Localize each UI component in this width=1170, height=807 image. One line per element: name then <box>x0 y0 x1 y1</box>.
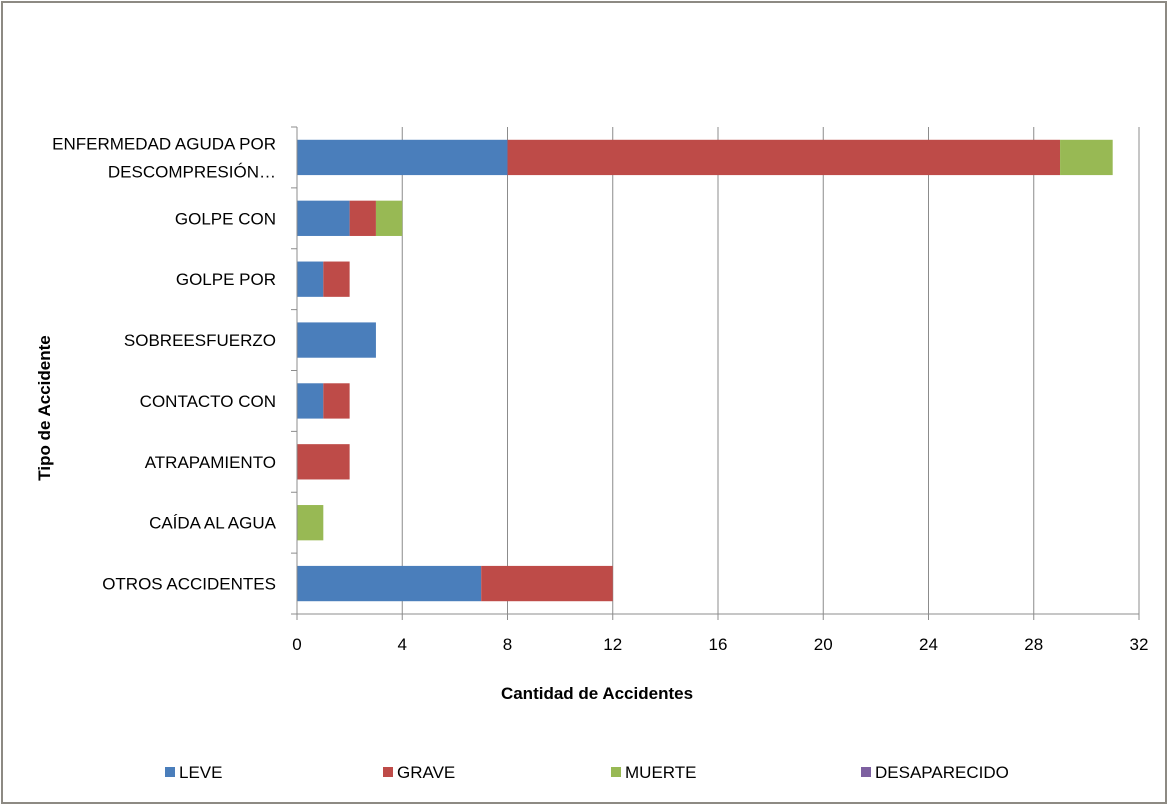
category-label: GOLPE CON <box>175 209 276 228</box>
bar-segment-grave <box>481 565 613 602</box>
bar-segment-leve <box>297 383 324 419</box>
legend-label-muerte: MUERTE <box>625 763 696 782</box>
bar-segment-grave <box>323 383 350 419</box>
category-label: SOBREESFUERZO <box>124 331 276 350</box>
bar-segment-muerte <box>297 505 324 541</box>
bar-segment-leve <box>297 200 350 236</box>
category-labels: ENFERMEDAD AGUDA POR DESCOMPRESIÓN… GOLPE … <box>52 134 277 593</box>
bar-segment-grave <box>323 261 350 297</box>
x-tick-label: 24 <box>919 635 938 654</box>
x-tick-label: 0 <box>292 635 301 654</box>
bar-segment-muerte <box>375 200 403 236</box>
category-label: GOLPE POR <box>176 270 276 289</box>
bar-segment-grave <box>507 139 1061 176</box>
category-label: DESCOMPRESIÓN… <box>108 162 276 181</box>
x-tick-label: 4 <box>398 635 407 654</box>
bar-segment-leve <box>297 565 482 602</box>
x-tick-label: 16 <box>709 635 728 654</box>
category-label: ATRAPAMIENTO <box>145 453 276 472</box>
bar-segment-grave <box>349 200 376 236</box>
x-tick-label: 28 <box>1024 635 1043 654</box>
axes <box>291 126 1140 620</box>
x-tick-label: 12 <box>603 635 622 654</box>
bars <box>297 139 1113 602</box>
gridlines <box>401 127 1140 614</box>
legend-label-desaparecido: DESAPARECIDO <box>875 763 1009 782</box>
bar-segment-grave <box>297 444 350 480</box>
legend-swatch-muerte <box>611 767 621 777</box>
legend-swatch-desaparecido <box>861 767 871 777</box>
legend: LEVE GRAVE MUERTE DESAPARECIDO <box>165 763 1009 782</box>
category-label: CAÍDA AL AGUA <box>149 514 277 533</box>
x-tick-label: 8 <box>503 635 512 654</box>
legend-swatch-grave <box>383 767 393 777</box>
category-label: OTROS ACCIDENTES <box>102 575 276 594</box>
legend-label-leve: LEVE <box>179 763 222 782</box>
bar-segment-leve <box>297 139 508 176</box>
x-axis-title: Cantidad de Accidentes <box>501 684 693 703</box>
legend-label-grave: GRAVE <box>397 763 455 782</box>
bar-segment-leve <box>297 261 324 297</box>
legend-swatch-leve <box>165 767 175 777</box>
category-label: ENFERMEDAD AGUDA POR <box>52 134 276 153</box>
x-tick-label: 20 <box>814 635 833 654</box>
category-label: CONTACTO CON <box>140 392 276 411</box>
tick-labels: 0 4 8 12 16 20 24 28 32 <box>292 635 1148 654</box>
y-axis-title: Tipo de Accidente <box>35 335 54 480</box>
bar-segment-leve <box>297 322 376 358</box>
bar-segment-muerte <box>1060 139 1113 176</box>
x-tick-label: 32 <box>1130 635 1149 654</box>
